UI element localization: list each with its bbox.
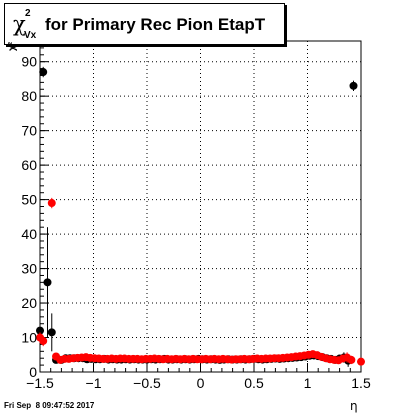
y-tick-label: 30	[21, 261, 37, 277]
data-point	[347, 355, 356, 364]
data-point	[39, 68, 48, 77]
y-tick-label: 20	[21, 295, 37, 311]
data-point	[39, 336, 48, 345]
x-tick-label: 0.5	[244, 375, 264, 391]
x-tick-label: 1	[304, 375, 312, 391]
y-tick-label: 10	[21, 330, 37, 346]
x-tick-label: 0	[197, 375, 205, 391]
chart-title-box: χ 2 Vx for Primary Rec Pion EtapT	[4, 3, 285, 45]
title-superscript: 2	[25, 8, 31, 19]
tick-labels: −1.5 −1 −0.5 0 0.5 1 1.5 0 10 20 30 40 50 60 70 80 90	[21, 54, 371, 391]
x-tick-label: −1.5	[26, 375, 54, 391]
x-tick-label: −1	[86, 375, 102, 391]
y-tick-label: 60	[21, 157, 37, 173]
data-point	[47, 199, 56, 208]
grid-lines	[40, 41, 361, 372]
y-tick-label: 80	[21, 88, 37, 104]
y-tick-label: 90	[21, 54, 37, 70]
y-tick-label: 40	[21, 226, 37, 242]
y-tick-label: 0	[29, 364, 37, 380]
data-point	[349, 81, 358, 90]
data-point	[47, 328, 56, 337]
data-points	[36, 66, 365, 367]
data-point	[357, 357, 365, 366]
data-point	[43, 278, 52, 287]
plot-frame	[39, 40, 362, 373]
axis-ticks	[39, 40, 362, 373]
timestamp-footer: Fri Sep 8 09:47:52 2017	[4, 401, 95, 410]
y-tick-label: 70	[21, 123, 37, 139]
x-axis-label: η	[350, 399, 358, 413]
chart-title: for Primary Rec Pion EtapT	[45, 15, 266, 34]
x-tick-label: −0.5	[133, 375, 161, 391]
y-axis-label: χ²	[7, 41, 18, 51]
y-tick-label: 50	[21, 192, 37, 208]
chi-symbol: χ	[13, 12, 26, 36]
x-tick-label: 1.5	[351, 375, 371, 391]
title-subscript: Vx	[24, 30, 37, 41]
data-point	[36, 326, 44, 335]
